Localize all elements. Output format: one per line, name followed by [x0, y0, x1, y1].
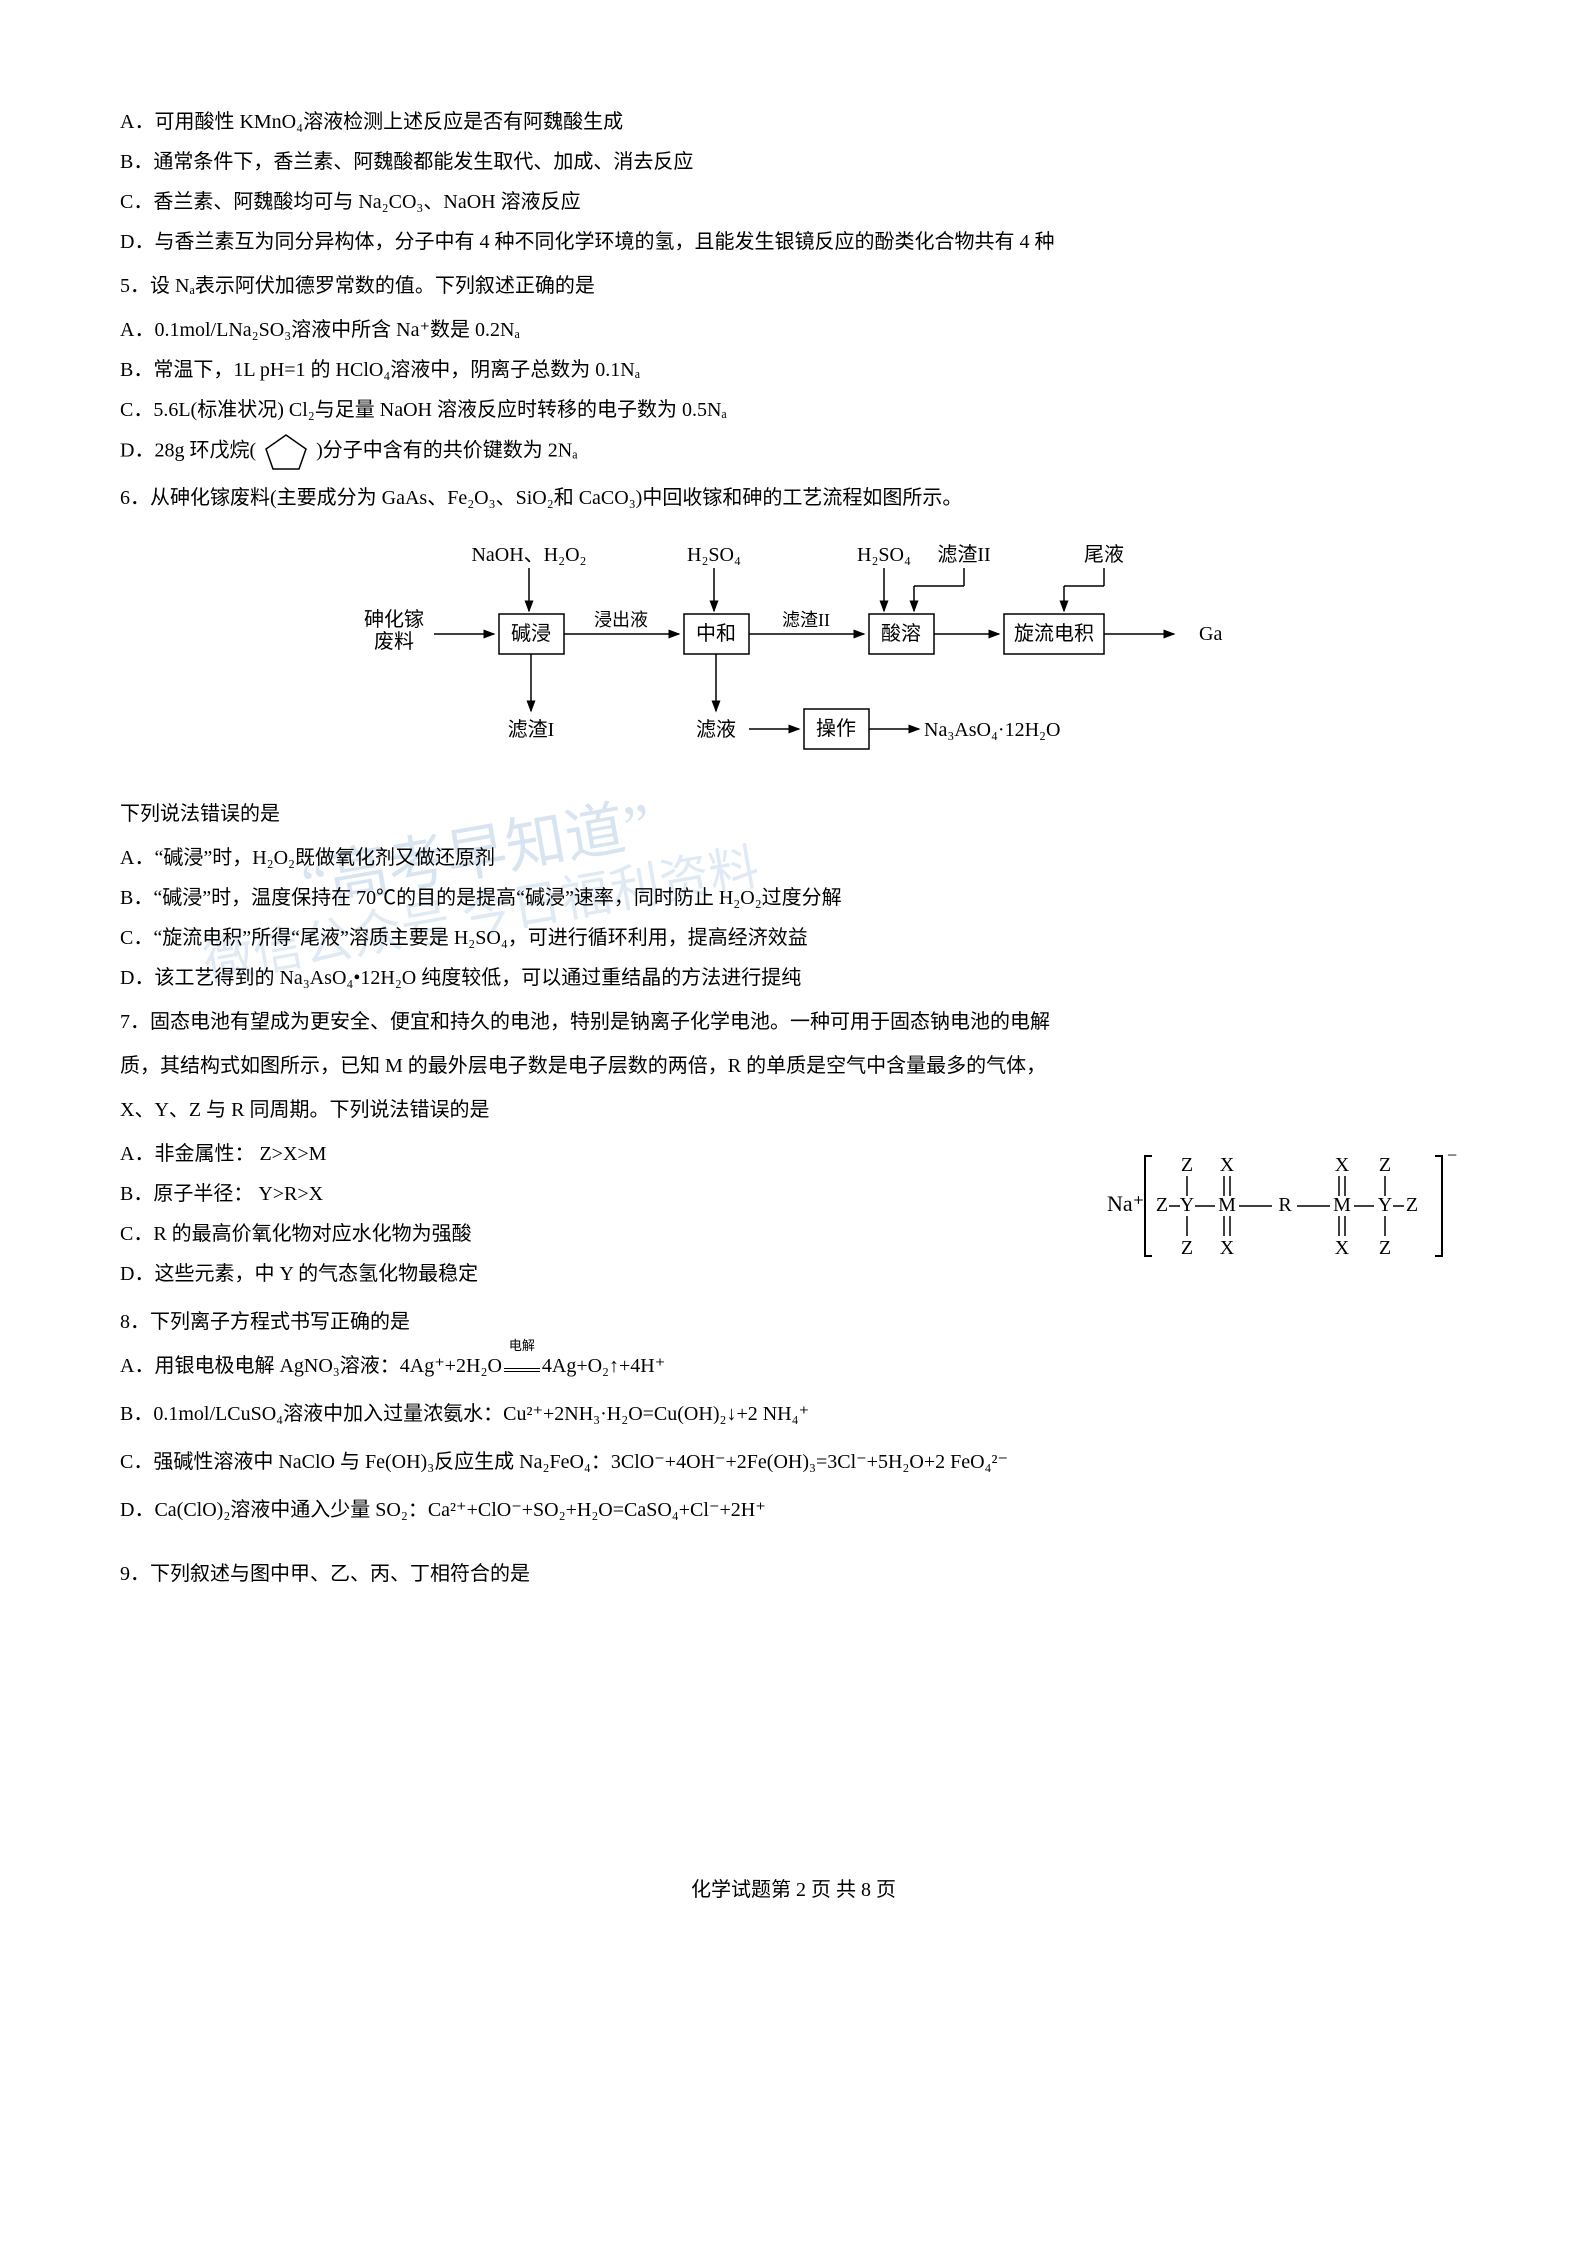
q8-a-prefix: A．用银电极电解 AgNO₃溶液：4Ag⁺+2H₂O [120, 1355, 502, 1377]
svg-text:废料: 废料 [374, 630, 414, 653]
svg-text:H₂SO₄: H₂SO₄ [687, 544, 741, 566]
svg-text:Z: Z [1156, 1194, 1168, 1216]
svg-text:Z: Z [1379, 1237, 1391, 1259]
svg-text:H₂SO₄: H₂SO₄ [857, 544, 911, 566]
svg-text:X: X [1335, 1154, 1350, 1176]
svg-text:X: X [1220, 1237, 1235, 1259]
q4-option-d: D．与香兰素互为同分异构体，分子中有 4 种不同化学环境的氢，且能发生银镜反应的… [120, 224, 1467, 260]
q8-a-suffix: 4Ag+O₂↑+4H⁺ [542, 1355, 665, 1377]
svg-text:Ga: Ga [1199, 623, 1222, 645]
q5-d-prefix: D．28g 环戊烷( [120, 440, 256, 462]
q5-d-suffix: )分子中含有的共价键数为 2Nₐ [316, 440, 578, 462]
q6-option-a: A．“碱浸”时，H₂O₂既做氧化剂又做还原剂 [120, 840, 1467, 876]
q9-stem: 9．下列叙述与图中甲、乙、丙、丁相符合的是 [120, 1556, 1467, 1592]
svg-text:M: M [1333, 1194, 1351, 1216]
svg-text:酸溶: 酸溶 [881, 622, 921, 645]
svg-text:M: M [1218, 1194, 1236, 1216]
svg-text:−: − [1447, 1145, 1457, 1165]
svg-text:X: X [1220, 1154, 1235, 1176]
q6-flowchart: NaOH、H₂O₂ H₂SO₄ H₂SO₄ 滤渣II 尾液 砷化镓 废料 碱浸 … [120, 536, 1467, 776]
svg-text:中和: 中和 [696, 622, 736, 645]
svg-text:滤渣II: 滤渣II [782, 610, 830, 630]
q8-option-a: A．用银电极电解 AgNO₃溶液：4Ag⁺+2H₂O电解4Ag+O₂↑+4H⁺ [120, 1348, 1467, 1384]
svg-text:NaOH、H₂O₂: NaOH、H₂O₂ [471, 544, 586, 566]
q6-stem: 6．从砷化镓废料(主要成分为 GaAs、Fe₂O₃、SiO₂和 CaCO₃)中回… [120, 480, 1467, 516]
q7-stem2: 质，其结构式如图所示，已知 M 的最外层电子数是电子层数的两倍，R 的单质是空气… [120, 1048, 1467, 1084]
page-content: A．可用酸性 KMnO₄溶液检测上述反应是否有阿魏酸生成 B．通常条件下，香兰素… [120, 104, 1467, 1592]
svg-text:Y: Y [1378, 1194, 1392, 1216]
q8-a-symbol: 电解 [502, 1334, 542, 1357]
svg-text:碱浸: 碱浸 [511, 622, 551, 645]
q8-option-d: D．Ca(ClO)₂溶液中通入少量 SO₂：Ca²⁺+ClO⁻+SO₂+H₂O=… [120, 1492, 1467, 1528]
q6-post: 下列说法错误的是 [120, 796, 1467, 832]
q5-option-a: A．0.1mol/LNa₂SO₃溶液中所含 Na⁺数是 0.2Nₐ [120, 312, 1467, 348]
q7-stem3: X、Y、Z 与 R 同周期。下列说法错误的是 [120, 1092, 1467, 1128]
svg-text:尾液: 尾液 [1084, 543, 1124, 566]
page-footer: 化学试题第 2 页 共 8 页 [120, 1872, 1467, 1908]
svg-text:旋流电积: 旋流电积 [1014, 622, 1094, 645]
q8-option-c: C．强碱性溶液中 NaClO 与 Fe(OH)₃反应生成 Na₂FeO₄：3Cl… [120, 1444, 1467, 1480]
q4-option-c: C．香兰素、阿魏酸均可与 Na₂CO₃、NaOH 溶液反应 [120, 184, 1467, 220]
svg-text:X: X [1335, 1237, 1350, 1259]
q6-option-c: C．“旋流电积”所得“尾液”溶质主要是 H₂SO₄，可进行循环利用，提高经济效益 [120, 920, 1467, 956]
svg-text:砷化镓: 砷化镓 [364, 608, 424, 631]
svg-text:Z: Z [1379, 1154, 1391, 1176]
q5-stem: 5．设 Nₐ表示阿伏加德罗常数的值。下列叙述正确的是 [120, 268, 1467, 304]
svg-text:Z: Z [1181, 1237, 1193, 1259]
q5-option-d: D．28g 环戊烷( )分子中含有的共价键数为 2Nₐ [120, 432, 1467, 472]
pentagon-icon [261, 432, 311, 472]
svg-text:Na⁺: Na⁺ [1107, 1191, 1144, 1216]
svg-text:R: R [1278, 1194, 1292, 1216]
q4-option-a: A．可用酸性 KMnO₄溶液检测上述反应是否有阿魏酸生成 [120, 104, 1467, 140]
svg-text:滤液: 滤液 [696, 718, 736, 741]
svg-text:浸出液: 浸出液 [594, 610, 648, 630]
q4-option-b: B．通常条件下，香兰素、阿魏酸都能发生取代、加成、消去反应 [120, 144, 1467, 180]
q7-structure-diagram: Na⁺ − Z Z Y Z X M X R X M X Z [1087, 1136, 1467, 1276]
svg-text:滤渣I: 滤渣I [507, 718, 554, 741]
q8-option-b: B．0.1mol/LCuSO₄溶液中加入过量浓氨水：Cu²⁺+2NH₃·H₂O=… [120, 1396, 1467, 1432]
svg-text:Z: Z [1406, 1194, 1418, 1216]
q7-stem1: 7．固态电池有望成为更安全、便宜和持久的电池，特别是钠离子化学电池。一种可用于固… [120, 1004, 1467, 1040]
svg-text:操作: 操作 [816, 717, 856, 740]
q6-option-b: B．“碱浸”时，温度保持在 70℃的目的是提高“碱浸”速率，同时防止 H₂O₂过… [120, 880, 1467, 916]
q6-option-d: D．该工艺得到的 Na₃AsO₄•12H₂O 纯度较低，可以通过重结晶的方法进行… [120, 960, 1467, 996]
svg-text:Na₃AsO₄·12H₂O: Na₃AsO₄·12H₂O [924, 719, 1060, 741]
q5-option-c: C．5.6L(标准状况) Cl₂与足量 NaOH 溶液反应时转移的电子数为 0.… [120, 392, 1467, 428]
q5-option-b: B．常温下，1L pH=1 的 HClO₄溶液中，阴离子总数为 0.1Nₐ [120, 352, 1467, 388]
svg-text:Y: Y [1180, 1194, 1194, 1216]
svg-text:滤渣II: 滤渣II [937, 543, 990, 566]
svg-text:Z: Z [1181, 1154, 1193, 1176]
q8-stem: 8．下列离子方程式书写正确的是 [120, 1304, 1467, 1340]
